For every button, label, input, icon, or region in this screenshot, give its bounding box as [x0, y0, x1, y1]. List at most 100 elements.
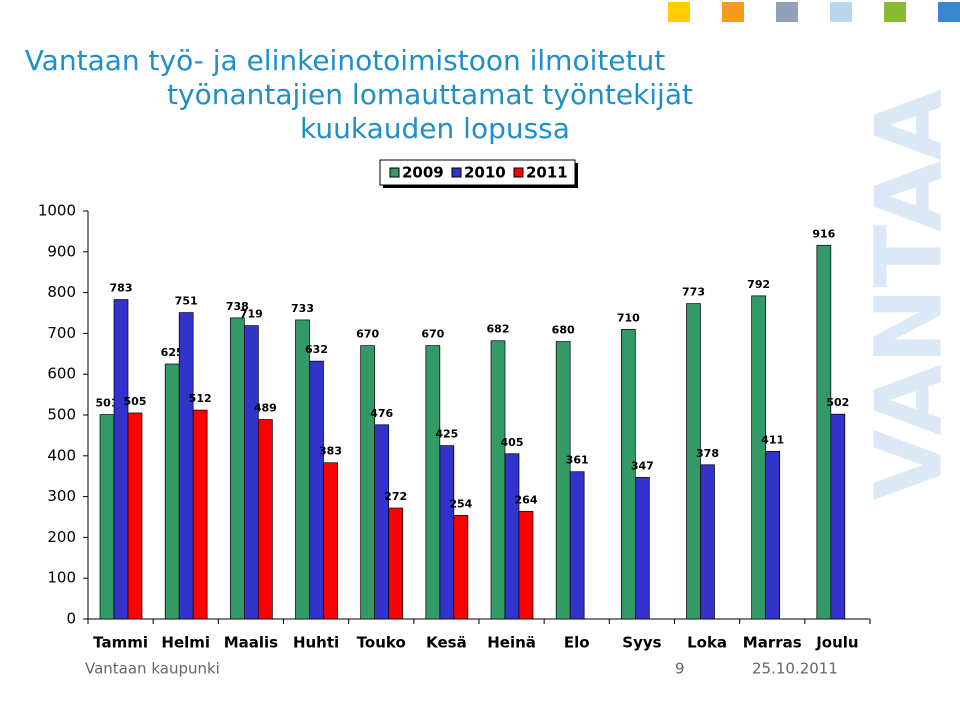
y-tick-label: 600 [47, 365, 76, 383]
bar [229, 317, 245, 620]
value-label: 476 [370, 407, 393, 420]
y-tick-label: 400 [47, 446, 76, 464]
bar [243, 325, 259, 620]
x-tick-label: Touko [357, 634, 406, 652]
legend-label: 2011 [526, 164, 568, 182]
bar [518, 510, 534, 620]
x-tick-label: Tammi [93, 634, 148, 652]
square [938, 2, 960, 22]
bar [192, 409, 208, 620]
x-tick-label: Marras [743, 634, 802, 652]
bar [295, 319, 310, 620]
x-tick-label: Heinä [487, 634, 536, 652]
y-tick-label: 200 [47, 528, 76, 546]
chart-title: työnantajien lomauttamat työntekijät [167, 78, 693, 111]
bar [113, 299, 129, 620]
watermark: VANTAA [855, 89, 960, 500]
bar [751, 295, 767, 620]
bar [388, 507, 404, 620]
value-label: 505 [124, 395, 147, 408]
value-label: 738 [226, 300, 249, 313]
value-label: 625 [161, 346, 184, 359]
value-label: 773 [682, 286, 705, 299]
bar [323, 462, 338, 620]
legend-swatch [451, 167, 462, 178]
y-tick-label: 1000 [38, 202, 76, 220]
value-label: 383 [319, 445, 342, 458]
y-tick-label: 900 [47, 242, 76, 260]
value-label: 733 [291, 302, 314, 315]
bar [816, 244, 832, 620]
y-tick-label: 0 [66, 610, 76, 628]
legend-swatch [389, 167, 400, 178]
value-label: 512 [189, 392, 212, 405]
page-number: 9 [675, 660, 685, 678]
y-tick-label: 800 [47, 283, 76, 301]
bar [765, 450, 781, 620]
square [668, 2, 690, 22]
legend-label: 2009 [402, 164, 444, 182]
bar [127, 412, 143, 620]
bar [453, 515, 469, 620]
y-tick-label: 500 [47, 406, 76, 424]
y-tick-label: 700 [47, 324, 76, 342]
bar [439, 445, 455, 620]
value-label: 254 [449, 497, 472, 510]
value-label: 682 [487, 323, 510, 336]
square [884, 2, 906, 22]
bar [374, 424, 390, 620]
bar [504, 453, 520, 620]
value-label: 670 [421, 328, 444, 341]
bar [620, 328, 636, 620]
y-tick-label: 300 [47, 487, 76, 505]
value-label: 272 [384, 490, 407, 503]
bar [634, 477, 650, 620]
bar [490, 340, 506, 620]
footer-left: Vantaan kaupunki [85, 660, 220, 678]
x-tick-label: Helmi [161, 634, 210, 652]
square [830, 2, 852, 22]
bar [555, 341, 571, 620]
bar [830, 413, 846, 620]
value-label: 378 [696, 447, 719, 460]
square [776, 2, 798, 22]
value-label: 264 [515, 493, 538, 506]
corner-squares [668, 2, 960, 22]
value-label: 710 [617, 311, 640, 324]
value-label: 501 [96, 397, 119, 410]
x-tick-label: Huhti [293, 634, 339, 652]
bar [569, 471, 585, 620]
value-label: 751 [175, 295, 198, 308]
value-label: 489 [254, 401, 277, 414]
x-tick-label: Joulu [815, 634, 858, 652]
value-label: 405 [501, 436, 524, 449]
value-label: 347 [631, 459, 654, 472]
bar [257, 419, 273, 620]
x-tick-label: Syys [622, 634, 661, 652]
bar [686, 303, 701, 620]
bar [700, 464, 715, 620]
value-label: 670 [356, 328, 379, 341]
chart-title: kuukauden lopussa [300, 112, 570, 145]
value-label: 632 [305, 343, 328, 356]
value-label: 719 [240, 308, 263, 321]
value-label: 502 [826, 396, 849, 409]
value-label: 411 [761, 433, 784, 446]
bar [425, 345, 441, 620]
legend-swatch [513, 167, 524, 178]
bar [360, 345, 376, 620]
bar [309, 360, 324, 620]
chart-title: Vantaan työ- ja elinkeinotoimistoon ilmo… [25, 44, 666, 77]
bar [164, 363, 180, 620]
bar [99, 414, 115, 620]
y-tick-label: 100 [47, 569, 76, 587]
legend-box [379, 159, 576, 186]
x-tick-label: Elo [564, 634, 590, 652]
bar [178, 312, 194, 620]
value-label: 680 [552, 324, 575, 337]
value-label: 792 [747, 278, 770, 291]
square [722, 2, 744, 22]
value-label: 783 [110, 282, 133, 295]
